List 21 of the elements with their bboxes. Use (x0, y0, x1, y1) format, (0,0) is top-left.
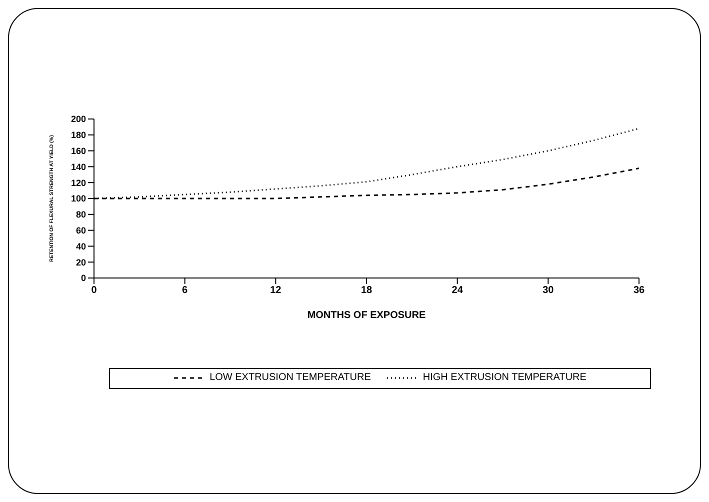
y-tick-label: 100 (70, 194, 86, 204)
y-tick-label: 40 (76, 241, 86, 252)
x-tick-label: 36 (633, 285, 645, 296)
y-tick-label: 20 (76, 257, 86, 268)
y-tick-label: 120 (70, 178, 86, 188)
x-tick-label: 6 (182, 285, 188, 296)
y-tick-label: 180 (70, 130, 86, 140)
y-tick-label: 200 (70, 114, 86, 124)
x-tick-label: 12 (270, 285, 282, 296)
x-tick-label: 18 (360, 285, 372, 296)
legend-label: HIGH EXTRUSION TEMPERATURE (422, 372, 586, 383)
legend-label: LOW EXTRUSION TEMPERATURE (210, 372, 371, 383)
y-tick-label: 140 (70, 162, 86, 172)
x-tick-label: 0 (91, 285, 98, 296)
y-tick-label: 0 (80, 273, 86, 284)
y-tick-label: 80 (76, 210, 86, 220)
y-tick-label: 60 (76, 225, 86, 236)
x-tick-label: 30 (542, 285, 554, 296)
x-tick-label: 24 (452, 285, 464, 296)
x-axis-title: MONTHS OF EXPOSURE (307, 310, 426, 321)
y-tick-label: 160 (70, 146, 86, 156)
